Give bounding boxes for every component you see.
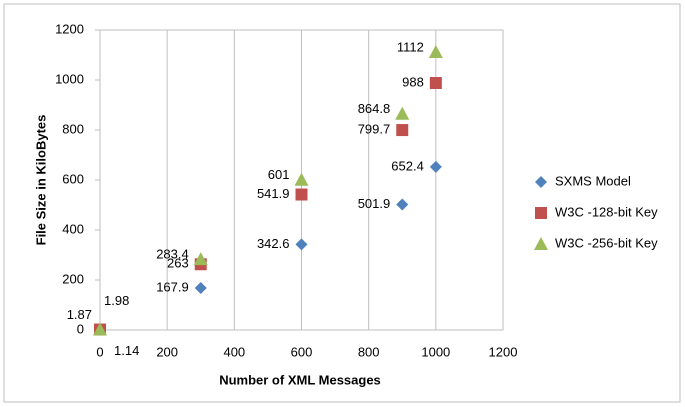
marker xyxy=(429,77,442,89)
legend-marker xyxy=(535,207,547,219)
data-label: 1112 xyxy=(397,39,424,54)
x-tick-label: 600 xyxy=(291,344,313,359)
marker xyxy=(295,188,308,201)
data-label: 342.6 xyxy=(257,236,290,251)
marker xyxy=(395,106,410,120)
data-label: 601 xyxy=(268,167,290,182)
marker xyxy=(194,282,207,295)
x-tick-label: 400 xyxy=(223,344,245,359)
data-label: 263 xyxy=(167,256,189,271)
y-tick-label: 600 xyxy=(62,171,84,186)
x-tick-label: 0 xyxy=(96,344,103,359)
marker xyxy=(93,322,107,336)
data-label: 652.4 xyxy=(391,158,424,173)
data-label: 1.98 xyxy=(104,293,129,308)
marker xyxy=(429,160,442,173)
data-label: 541.9 xyxy=(257,186,290,201)
x-tick-label: 1200 xyxy=(489,344,518,359)
marker xyxy=(428,45,443,58)
x-axis-title: Number of XML Messages xyxy=(219,372,381,387)
legend-label: SXMS Model xyxy=(555,173,631,188)
data-label: 167.9 xyxy=(156,279,189,294)
data-label: 864.8 xyxy=(358,101,391,116)
legend-label: W3C -256-bit Key xyxy=(555,235,658,250)
x-tick-label: 200 xyxy=(156,344,178,359)
chart-border xyxy=(3,3,681,403)
y-axis-title: File Size in KiloBytes xyxy=(33,115,48,246)
x-tick-label: 800 xyxy=(358,344,380,359)
legend-label: W3C -128-bit Key xyxy=(555,204,658,219)
data-label: 799.7 xyxy=(358,122,391,137)
data-label: 283.4 xyxy=(156,247,189,262)
data-label: 988 xyxy=(402,74,424,89)
y-tick-label: 800 xyxy=(62,121,84,136)
legend-marker xyxy=(535,176,547,188)
marker xyxy=(396,124,409,137)
marker xyxy=(396,198,409,211)
legend-marker xyxy=(534,237,548,250)
data-label: 1.14 xyxy=(114,343,139,358)
marker xyxy=(295,238,308,251)
x-tick-label: 1000 xyxy=(421,344,450,359)
y-tick-label: 1200 xyxy=(55,21,84,36)
marker xyxy=(193,252,208,266)
y-tick-label: 0 xyxy=(77,321,84,336)
marker xyxy=(294,172,309,186)
y-tick-label: 400 xyxy=(62,221,84,236)
data-label: 1.87 xyxy=(67,307,92,322)
y-tick-label: 200 xyxy=(62,271,84,286)
y-tick-label: 1000 xyxy=(55,71,84,86)
data-label: 501.9 xyxy=(358,196,391,211)
